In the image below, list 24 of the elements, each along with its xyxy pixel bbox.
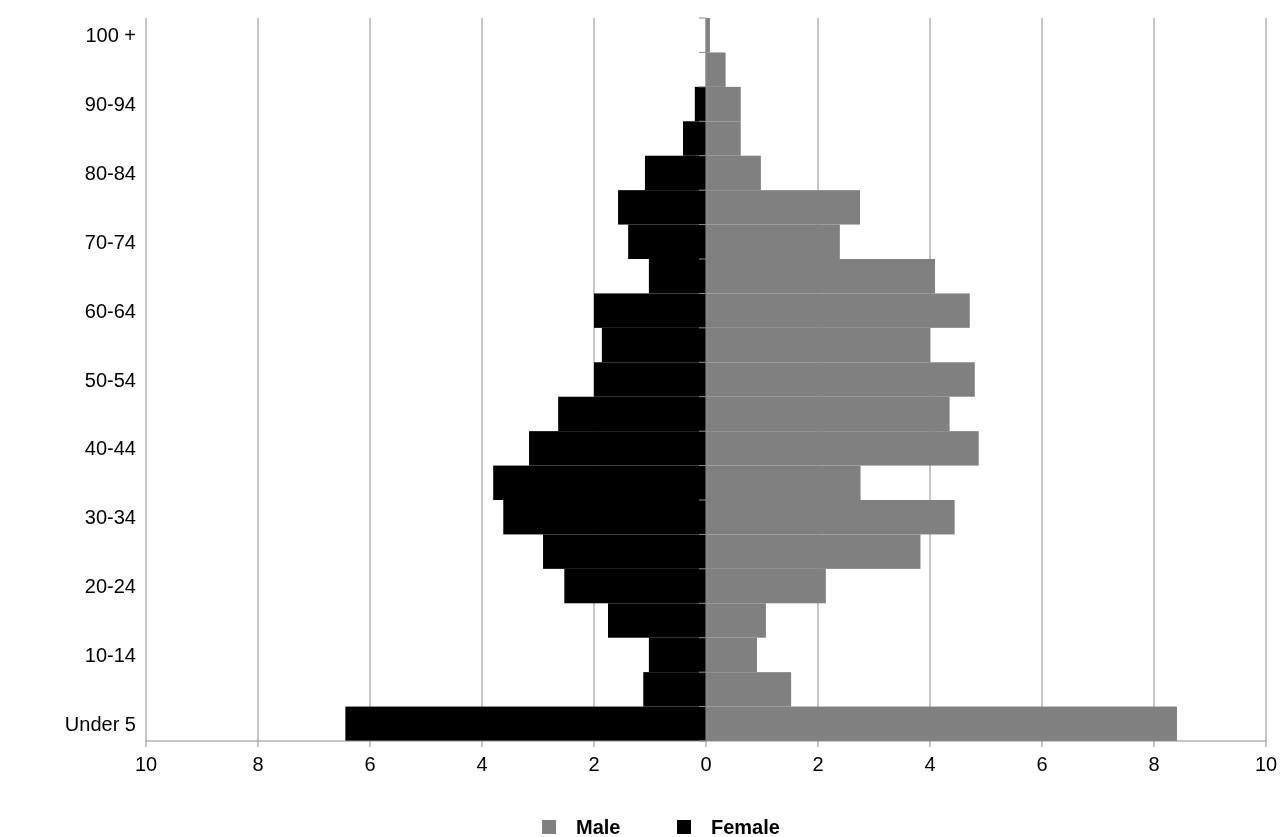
y-tick-label: 80-84 [84, 161, 136, 184]
x-tick-label: 10 [1254, 753, 1278, 775]
x-tick-label: 4 [924, 753, 936, 775]
x-tick-label: 10 [134, 753, 158, 775]
legend-label: Male [576, 816, 621, 837]
y-tick-label: Under 5 [64, 712, 136, 735]
x-tick-label: 8 [252, 753, 264, 775]
y-tick-label: 20-24 [84, 575, 136, 598]
legend-label: Female [711, 816, 780, 837]
y-tick-label: 90-94 [84, 93, 136, 116]
x-tick-label: 2 [588, 753, 600, 775]
y-tick-label: 100 + [85, 24, 136, 47]
x-tick-label: 0 [700, 753, 712, 775]
x-tick-label: 8 [1148, 753, 1160, 775]
y-tick-label: 70-74 [84, 230, 136, 253]
x-tick-label: 6 [1036, 753, 1048, 775]
y-tick-label: 60-64 [84, 299, 136, 322]
y-tick-label: 50-54 [84, 368, 136, 391]
y-tick-label: 30-34 [84, 506, 136, 529]
x-tick-label: 2 [812, 753, 824, 775]
x-tick-label: 6 [364, 753, 376, 775]
y-tick-label: 40-44 [84, 437, 136, 460]
x-tick-label: 4 [476, 753, 488, 775]
y-tick-label: 10-14 [84, 643, 136, 666]
